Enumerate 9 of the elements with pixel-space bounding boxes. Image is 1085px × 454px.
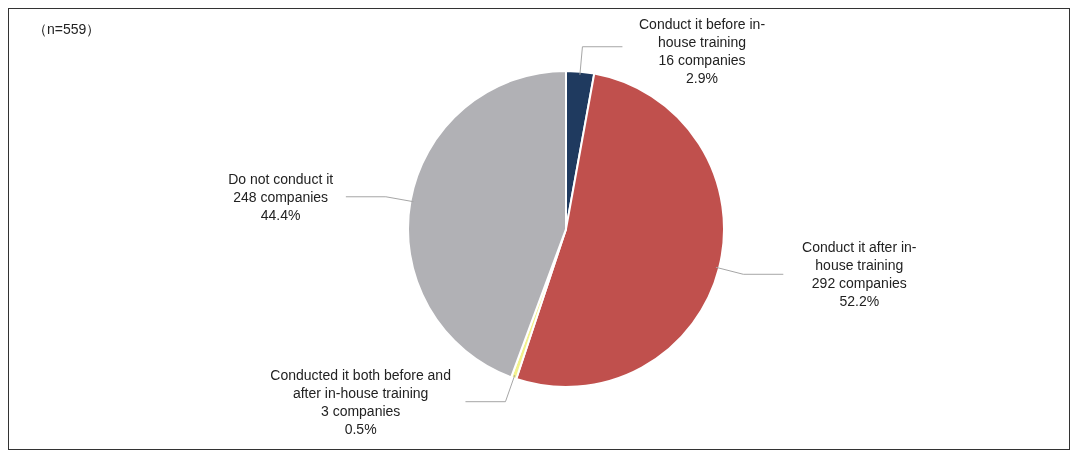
slice-label: Conduct it before in-house training xyxy=(638,16,766,50)
data-label: 292 companies 52.2% xyxy=(811,275,907,310)
text: （n=559） xyxy=(33,21,101,39)
data-label: 248 companies 44.4% xyxy=(233,188,329,223)
data-label: 3 companies 0.5% xyxy=(320,402,401,437)
slice-label: Do not conduct it xyxy=(228,170,334,187)
slice-label: Conduct it after in-house training xyxy=(802,239,917,274)
data-label: 16 companies 2.9% xyxy=(658,52,746,86)
slice-label: Conducted it both before and after in-house training xyxy=(270,366,451,401)
